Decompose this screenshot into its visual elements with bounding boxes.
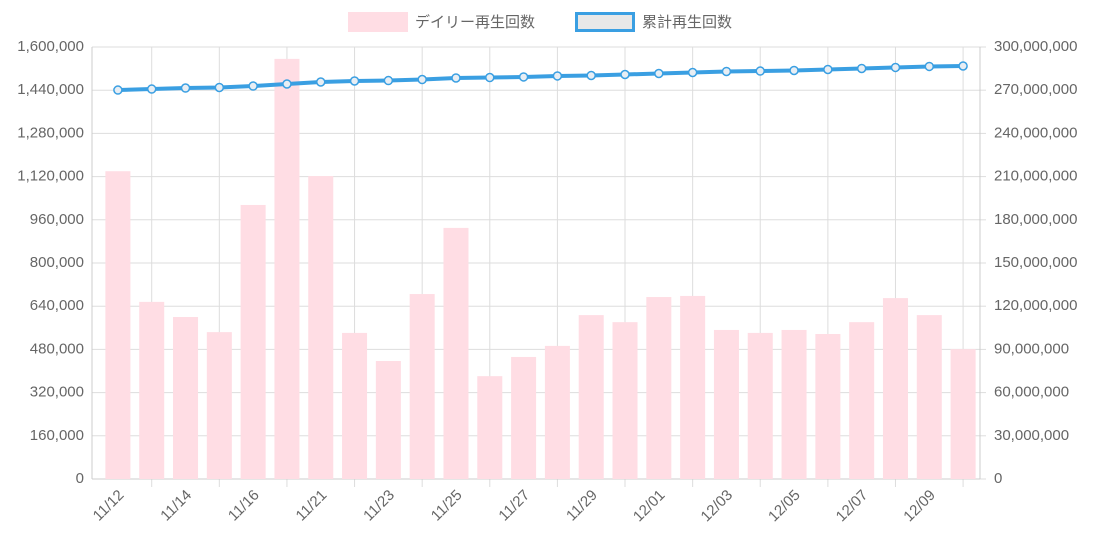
y2-tick-label: 180,000,000 [994,211,1077,228]
x-tick-label: 11/25 [428,487,466,525]
point [823,64,833,75]
bar [544,345,570,479]
bar [240,204,266,479]
x-tick-label: 11/14 [157,487,195,525]
bar [747,332,773,479]
x-tick-label: 11/21 [293,487,331,525]
legend-swatch [348,12,408,32]
bar [612,322,638,479]
point [890,62,901,73]
point [687,67,698,78]
point [180,83,191,93]
point [789,65,799,76]
legend-label: デイリー再生回数 [415,13,535,31]
y-tick-label: 320,000 [30,384,84,401]
y2-tick-label: 300,000,000 [994,38,1077,55]
point [146,84,157,94]
x-tick-label: 11/27 [495,487,533,525]
y-tick-label: 800,000 [30,254,84,271]
y2-tick-label: 270,000,000 [994,81,1077,98]
point [856,63,867,74]
bar [815,334,841,479]
x-tick-label: 12/09 [900,487,939,526]
legend-swatch [575,12,635,32]
y2-tick-label: 30,000,000 [994,427,1069,444]
bar [274,58,300,479]
bar [646,297,672,479]
y2-tick-label: 90,000,000 [994,340,1069,357]
bar [139,301,165,479]
point [316,77,326,87]
bar [680,295,706,479]
y2-tick-label: 0 [994,470,1002,487]
point [113,85,123,95]
legend-label: 累計再生回数 [642,14,732,31]
bar [409,294,435,479]
y-tick-label: 1,280,000 [17,124,84,141]
bar [713,329,739,479]
bar [849,322,875,479]
y2-tick-label: 120,000,000 [994,297,1077,314]
x-tick-label: 12/03 [698,487,737,526]
x-tick-label: 12/01 [630,487,669,526]
point [282,79,292,89]
point [721,66,732,77]
bar [443,227,469,479]
bar [511,356,537,479]
bar [578,315,604,479]
point [586,70,596,81]
x-tick-label: 11/23 [360,487,398,525]
bar [781,329,807,479]
bar [477,376,503,479]
line [117,64,964,93]
point [451,73,461,83]
y-tick-label: 0 [76,470,84,487]
x-tick-label: 11/29 [563,487,601,525]
y-tick-label: 1,600,000 [17,38,84,55]
y-tick-label: 480,000 [30,340,84,357]
y-tick-label: 640,000 [30,297,84,314]
x-tick-label: 12/07 [833,487,872,526]
point [755,66,765,76]
y-tick-label: 1,120,000 [17,168,84,185]
point [654,68,664,79]
point [417,74,427,85]
point [518,72,529,82]
point [248,81,258,91]
bar [882,298,908,479]
point [924,61,935,72]
x-tick-label: 12/05 [765,487,804,526]
point [349,76,360,86]
y2-tick-label: 210,000,000 [994,168,1077,185]
x-tick-label: 11/16 [225,487,263,525]
bar [916,315,942,479]
point [620,69,630,80]
bar [950,349,976,479]
y-tick-label: 1,440,000 [17,81,84,98]
point [958,61,968,71]
point [214,82,225,93]
bar [342,332,368,479]
bar [105,171,131,479]
point [485,72,495,83]
x-tick-label: 11/12 [90,487,128,525]
y-tick-label: 960,000 [30,211,84,228]
bar [308,176,334,479]
y2-tick-label: 60,000,000 [994,384,1069,401]
bar [206,332,232,479]
bar [173,317,199,479]
y2-tick-label: 150,000,000 [994,254,1077,271]
y-tick-label: 160,000 [30,427,84,444]
point [552,71,563,81]
point [383,75,394,86]
bar [375,361,401,479]
y2-tick-label: 240,000,000 [994,124,1077,141]
